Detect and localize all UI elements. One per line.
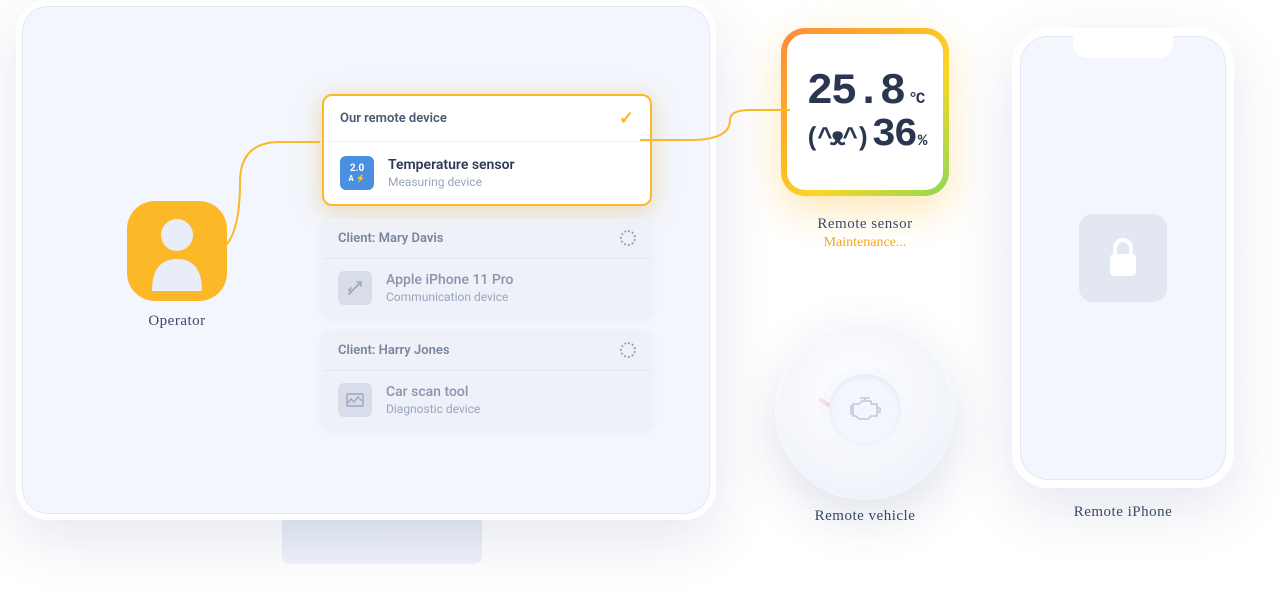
card-header: Our remote device ✓ bbox=[324, 96, 650, 142]
usb-icon bbox=[338, 271, 372, 305]
face-icon: (^ᴥ^) bbox=[805, 123, 868, 153]
phone-label: Remote iPhone bbox=[1008, 504, 1238, 521]
vehicle-gauge bbox=[775, 320, 955, 500]
device-card-selected[interactable]: Our remote device ✓ 2.0 A ⚡ Temperature … bbox=[322, 94, 652, 206]
loading-icon bbox=[620, 342, 636, 358]
sensor-status: Maintenance... bbox=[770, 235, 960, 251]
sensor-display: 25.8 °C (^ᴥ^) 36 % bbox=[781, 28, 949, 196]
device-name: Apple iPhone 11 Pro bbox=[386, 272, 514, 288]
remote-phone-panel: Remote iPhone bbox=[1008, 28, 1238, 521]
check-icon: ✓ bbox=[619, 108, 634, 129]
scan-icon bbox=[338, 383, 372, 417]
device-card-client2[interactable]: Client: Harry Jones Car scan tool Diagno… bbox=[322, 330, 652, 429]
operator-avatar bbox=[127, 201, 227, 301]
phone-notch bbox=[1073, 36, 1173, 58]
lock-icon bbox=[1104, 236, 1142, 280]
card-header-text: Client: Harry Jones bbox=[338, 343, 450, 358]
card-header: Client: Harry Jones bbox=[322, 330, 652, 371]
device-type: Measuring device bbox=[388, 175, 515, 189]
lock-tile bbox=[1079, 214, 1167, 302]
operator-label: Operator bbox=[122, 313, 232, 330]
vehicle-label: Remote vehicle bbox=[770, 508, 960, 525]
temperature-icon: 2.0 A ⚡ bbox=[340, 156, 374, 190]
tablet-stand bbox=[282, 494, 482, 564]
device-name: Car scan tool bbox=[386, 384, 480, 400]
operator-block: Operator bbox=[122, 201, 232, 330]
operator-tablet: Operator Our remote device ✓ 2.0 A ⚡ Tem… bbox=[16, 0, 716, 520]
remote-vehicle-panel: Remote vehicle bbox=[770, 320, 960, 525]
device-type: Diagnostic device bbox=[386, 402, 480, 416]
engine-icon bbox=[847, 396, 883, 424]
card-header: Client: Mary Davis bbox=[322, 218, 652, 259]
sensor-label: Remote sensor bbox=[770, 216, 960, 233]
device-name: Temperature sensor bbox=[388, 157, 515, 173]
remote-sensor-panel: 25.8 °C (^ᴥ^) 36 % Remote sensor Mainten… bbox=[770, 28, 960, 251]
card-header-text: Client: Mary Davis bbox=[338, 231, 443, 246]
sensor-humidity: (^ᴥ^) 36 % bbox=[805, 113, 926, 158]
card-body: Apple iPhone 11 Pro Communication device bbox=[322, 259, 652, 317]
card-body: Car scan tool Diagnostic device bbox=[322, 371, 652, 429]
gauge-center bbox=[829, 374, 901, 446]
device-card-client1[interactable]: Client: Mary Davis Apple iPhone 11 Pro C… bbox=[322, 218, 652, 317]
phone-device bbox=[1012, 28, 1234, 488]
card-header-text: Our remote device bbox=[340, 111, 447, 126]
sensor-temperature: 25.8 °C bbox=[807, 67, 924, 117]
device-type: Communication device bbox=[386, 290, 514, 304]
card-body: 2.0 A ⚡ Temperature sensor Measuring dev… bbox=[324, 142, 650, 204]
person-icon bbox=[142, 211, 212, 291]
loading-icon bbox=[620, 230, 636, 246]
